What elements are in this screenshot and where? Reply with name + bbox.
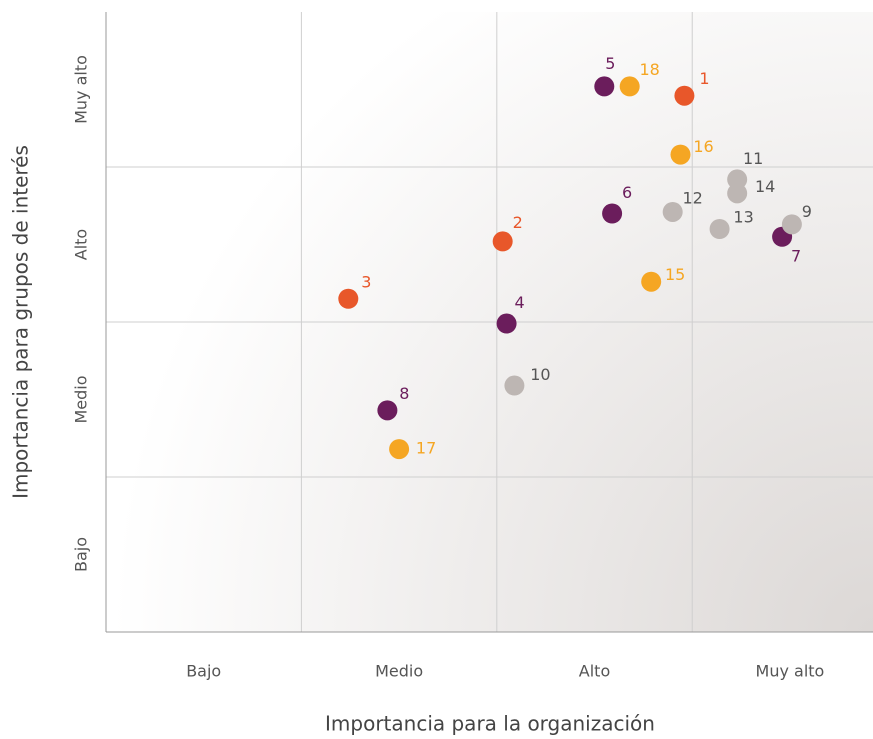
point bbox=[674, 85, 695, 106]
point-label: 6 bbox=[622, 183, 632, 202]
point-label: 1 bbox=[699, 69, 709, 88]
point bbox=[602, 203, 623, 224]
point bbox=[662, 201, 683, 222]
point bbox=[641, 271, 662, 292]
point bbox=[727, 183, 748, 204]
point-label: 13 bbox=[733, 208, 753, 227]
point-label: 2 bbox=[513, 213, 523, 232]
point bbox=[781, 214, 802, 235]
point bbox=[377, 400, 398, 421]
point-label: 17 bbox=[416, 439, 436, 458]
point bbox=[389, 439, 410, 460]
point bbox=[709, 219, 730, 239]
point-label: 16 bbox=[693, 137, 713, 156]
point-label: 9 bbox=[802, 202, 812, 221]
point-label: 18 bbox=[640, 60, 660, 79]
point-label: 11 bbox=[743, 149, 763, 168]
y-tick-label: Medio bbox=[72, 375, 91, 423]
y-tick-label: Alto bbox=[72, 229, 91, 260]
point-label: 4 bbox=[514, 293, 524, 312]
point-label: 15 bbox=[665, 265, 685, 284]
point bbox=[496, 313, 517, 334]
x-tick-label: Alto bbox=[579, 662, 610, 681]
x-tick-label: Medio bbox=[375, 662, 423, 681]
y-tick-label: Bajo bbox=[72, 537, 91, 572]
point-label: 7 bbox=[791, 246, 801, 265]
point bbox=[619, 76, 640, 97]
point bbox=[504, 375, 525, 396]
x-tick-label: Muy alto bbox=[756, 662, 825, 681]
y-tick-label: Muy alto bbox=[72, 55, 91, 124]
point bbox=[727, 169, 748, 190]
point-label: 3 bbox=[361, 272, 371, 291]
point-label: 14 bbox=[755, 177, 775, 196]
point-label: 12 bbox=[683, 188, 703, 207]
x-axis-title: Importancia para la organización bbox=[325, 712, 655, 736]
point bbox=[338, 288, 359, 309]
x-tick-label: Bajo bbox=[186, 662, 221, 681]
point-label: 10 bbox=[530, 365, 550, 384]
point bbox=[594, 76, 615, 97]
point bbox=[492, 231, 513, 252]
point bbox=[670, 144, 691, 165]
point-label: 5 bbox=[605, 54, 615, 73]
y-axis-title: Importancia para grupos de interés bbox=[9, 145, 33, 499]
point-label: 8 bbox=[399, 384, 409, 403]
